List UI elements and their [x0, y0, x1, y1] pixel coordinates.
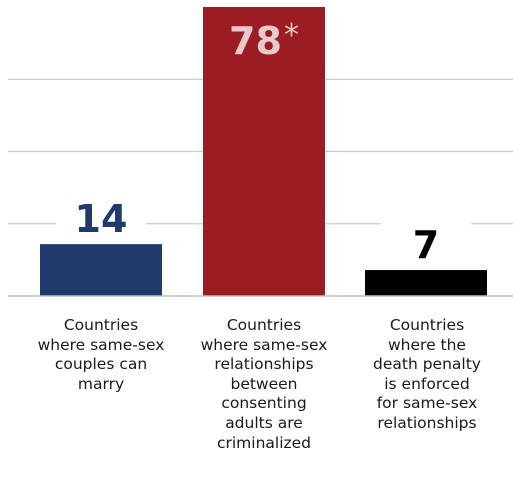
category-label-line: for same-sex [376, 394, 478, 413]
category-label-line: couples can [54, 355, 148, 374]
value-label: 7 [413, 223, 439, 267]
bar [365, 270, 487, 296]
category-label-line: where same-sex [200, 335, 328, 354]
category-label-line: Countries [63, 316, 139, 334]
category-label-line: where same-sex [37, 335, 165, 354]
value-label: 78* [229, 18, 299, 63]
category-label-line: Countries [226, 316, 302, 334]
category-label-line: is enforced [384, 374, 470, 393]
value-label: 14 [75, 197, 128, 241]
category-label-line: where the [388, 335, 466, 354]
category-label-line: death penalty [373, 355, 481, 374]
category-label: Countries where same-sex couples can marry [26, 316, 176, 394]
value-label-background [381, 222, 471, 267]
bar [203, 7, 325, 296]
category-label-line: relationships [377, 413, 477, 432]
category-label: Countries where same-sex relationships betw… [189, 316, 339, 453]
category-label: Countries where the death penalty is enforc… [352, 316, 502, 434]
category-label-line: marry [77, 374, 125, 393]
category-label-line: criminalized [216, 433, 312, 452]
category-label-line: between [230, 374, 298, 393]
category-label-line: adults are [225, 413, 303, 432]
category-label-line: relationships [214, 355, 314, 374]
value-label-background [56, 196, 146, 241]
category-label-line: Countries [389, 316, 465, 334]
category-label-line: consenting [221, 394, 307, 413]
bar [40, 244, 162, 296]
